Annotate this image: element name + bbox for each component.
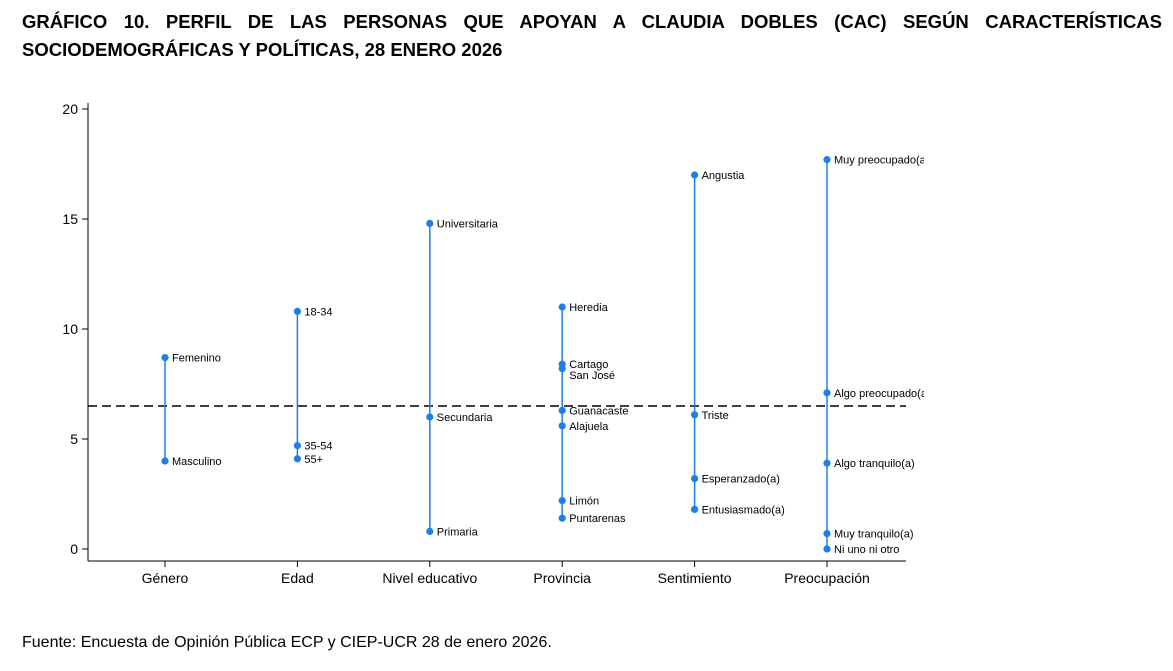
x-tick-label: Género bbox=[142, 570, 189, 586]
x-tick-label: Sentimiento bbox=[658, 570, 732, 586]
data-point bbox=[293, 307, 301, 315]
data-label: Secundaria bbox=[437, 412, 494, 424]
data-label: Algo preocupado(a) bbox=[834, 388, 931, 400]
data-label: Esperanzado(a) bbox=[702, 474, 780, 486]
data-point bbox=[293, 455, 301, 463]
data-point bbox=[558, 497, 566, 505]
title-line-2: SOCIODEMOGRÁFICAS Y POLÍTICAS, 28 ENERO … bbox=[22, 39, 503, 60]
source-note: Fuente: Encuesta de Opinión Pública ECP … bbox=[22, 634, 552, 651]
y-tick-label: 10 bbox=[62, 321, 78, 337]
x-tick-label: Nivel educativo bbox=[382, 570, 477, 586]
data-point bbox=[691, 475, 699, 483]
data-label: Algo tranquilo(a) bbox=[834, 458, 915, 470]
data-label: 35-54 bbox=[304, 441, 332, 453]
data-label: Limón bbox=[569, 496, 599, 508]
data-point bbox=[558, 406, 566, 414]
x-tick-label: Edad bbox=[281, 570, 314, 586]
data-point bbox=[691, 171, 699, 179]
data-label: Muy tranquilo(a) bbox=[834, 529, 913, 541]
data-label: Guanacaste bbox=[569, 405, 628, 417]
data-point bbox=[823, 530, 831, 538]
data-point bbox=[691, 505, 699, 513]
data-point bbox=[426, 219, 434, 227]
data-point bbox=[823, 545, 831, 553]
data-point bbox=[823, 156, 831, 164]
data-point bbox=[691, 411, 699, 419]
chart-title: GRÁFICO 10. PERFIL DE LAS PERSONAS QUE A… bbox=[22, 8, 1162, 64]
data-label: Muy preocupado(a) bbox=[834, 155, 929, 167]
data-label: Femenino bbox=[172, 353, 221, 365]
data-label: Universitaria bbox=[437, 218, 499, 230]
title-line-1: GRÁFICO 10. PERFIL DE LAS PERSONAS QUE A… bbox=[22, 11, 1162, 32]
data-label: Cartago bbox=[569, 359, 608, 371]
data-label: Entusiasmado(a) bbox=[702, 504, 785, 516]
x-tick-label: Provincia bbox=[533, 570, 591, 586]
data-point bbox=[426, 527, 434, 536]
data-label: Alajuela bbox=[569, 421, 609, 433]
data-label: Masculino bbox=[172, 456, 222, 468]
data-point bbox=[558, 303, 566, 311]
data-label: San José bbox=[569, 370, 615, 382]
data-label: 55+ bbox=[304, 454, 323, 466]
data-point bbox=[426, 413, 434, 421]
y-tick-label: 0 bbox=[70, 541, 78, 557]
data-label: Triste bbox=[702, 410, 729, 422]
data-label: Ni uno ni otro bbox=[834, 544, 899, 556]
y-tick-label: 5 bbox=[70, 431, 78, 447]
data-label: Puntarenas bbox=[569, 513, 626, 525]
data-point bbox=[823, 389, 831, 397]
data-point bbox=[161, 354, 169, 362]
data-point bbox=[558, 514, 566, 522]
x-tick-label: Preocupación bbox=[784, 570, 870, 586]
data-label: Primaria bbox=[437, 526, 479, 538]
data-point bbox=[161, 457, 169, 465]
data-point bbox=[293, 442, 301, 450]
data-label: Heredia bbox=[569, 302, 608, 314]
data-label: Angustia bbox=[702, 170, 746, 182]
y-tick-label: 20 bbox=[62, 101, 78, 117]
data-label: 18-34 bbox=[304, 306, 332, 318]
data-point bbox=[558, 365, 566, 373]
axes: 0 5 10 15 20 Género Edad Nivel educativo Provinc… bbox=[62, 101, 906, 586]
data-point bbox=[823, 459, 831, 467]
data-point bbox=[558, 422, 566, 430]
y-tick-label: 15 bbox=[62, 211, 78, 227]
